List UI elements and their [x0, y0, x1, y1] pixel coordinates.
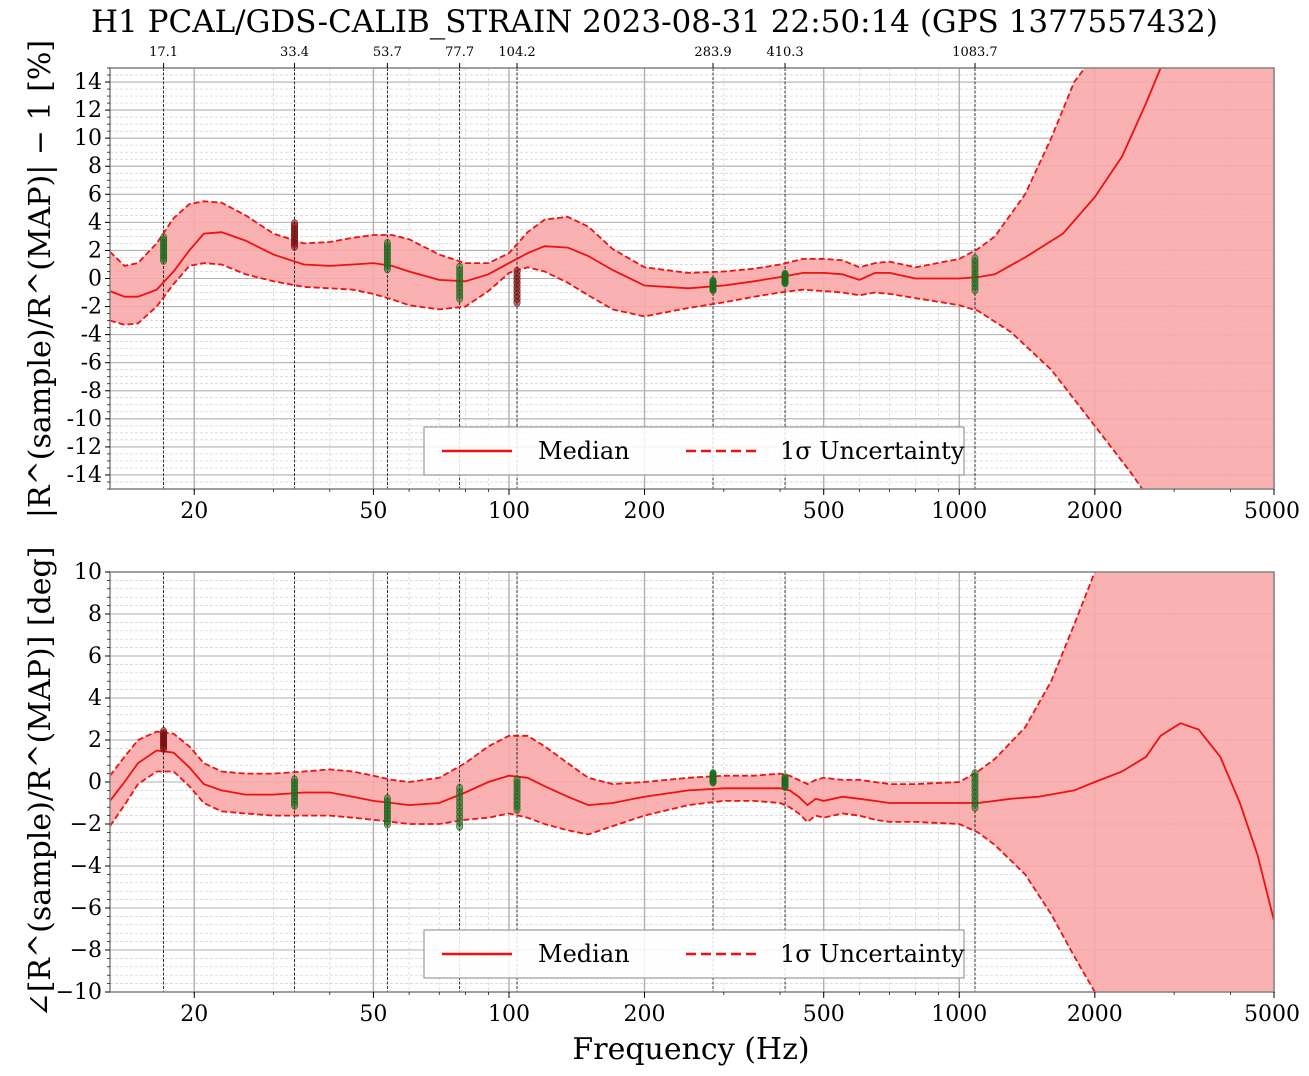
legend-median-label: Median — [538, 437, 630, 465]
y-tick-label: 2 — [88, 238, 102, 263]
y-tick-label: 4 — [88, 210, 102, 235]
legend-uncertainty-label: 1σ Uncertainty — [780, 940, 965, 968]
legend: Median 1σ Uncertainty — [423, 929, 965, 979]
y-tick-label: 8 — [88, 602, 102, 627]
y-tick-label: 0 — [88, 770, 102, 795]
y-tick-label: 6 — [88, 644, 102, 669]
measurement-point — [291, 219, 299, 229]
calibration-frequency-label: 283.9 — [694, 45, 731, 60]
uncertainty-upper-line — [110, 68, 1086, 274]
x-tick-label: 50 — [359, 499, 387, 524]
y-tick-label: 4 — [88, 686, 102, 711]
x-axis-label: Frequency (Hz) — [572, 1032, 809, 1067]
x-tick-label: 100 — [488, 499, 530, 524]
calibration-frequency-label: 104.2 — [498, 45, 535, 60]
legend-uncertainty-label: 1σ Uncertainty — [780, 437, 965, 465]
y-tick-label: 8 — [88, 154, 102, 179]
measurement-point — [383, 238, 391, 248]
measurement-point — [971, 254, 979, 264]
y-tick-label: -2 — [81, 295, 102, 320]
x-tick-label: 200 — [624, 1002, 666, 1027]
legend: Median 1σ Uncertainty — [423, 426, 965, 476]
median-line — [110, 68, 1162, 298]
measurement-point — [513, 775, 521, 785]
measurement-point — [781, 269, 789, 279]
y-tick-label: −6 — [70, 896, 102, 921]
y-tick-label: 14 — [74, 70, 102, 95]
measurement-point — [709, 276, 717, 286]
x-tick-label: 200 — [624, 499, 666, 524]
x-tick-label: 1000 — [931, 1002, 987, 1027]
uncertainty-band — [110, 572, 1274, 992]
y-tick-label: 12 — [74, 98, 102, 123]
y-tick-label: 6 — [88, 182, 102, 207]
measurement-point — [383, 794, 391, 804]
y-tick-label: 10 — [74, 126, 102, 151]
calibration-frequency-label: 77.7 — [445, 45, 474, 60]
measurement-point — [291, 775, 299, 785]
y-tick-label: −10 — [56, 980, 102, 1005]
x-tick-label: 2000 — [1067, 499, 1123, 524]
magnitude-y-axis-label: |R^(sample)/R^(MAP)| − 1 [%] — [23, 40, 58, 518]
uncertainty-lower-line — [110, 770, 1096, 992]
y-tick-label: 10 — [74, 560, 102, 585]
chart-title: H1 PCAL/GDS-CALIB_STRAIN 2023-08-31 22:5… — [91, 4, 1218, 40]
uncertainty-band — [110, 68, 1274, 489]
x-tick-label: 50 — [359, 1002, 387, 1027]
calibration-frequency-label: 17.1 — [149, 45, 178, 60]
y-tick-label: -14 — [67, 463, 102, 488]
y-tick-label: 0 — [88, 267, 102, 292]
legend-median-label: Median — [538, 940, 630, 968]
x-tick-label: 100 — [488, 1002, 530, 1027]
y-tick-label: 2 — [88, 728, 102, 753]
measurement-point — [781, 773, 789, 783]
measurement-point — [160, 233, 168, 243]
calibration-frequency-label: 53.7 — [373, 45, 402, 60]
magnitude-panel: -14 -12 -10 -8 -6 -4 -2 0 2 4 6 8 10 12 14 20 50 100 200 50… — [67, 45, 1300, 524]
measurement-point — [456, 262, 464, 272]
x-tick-label: 500 — [803, 499, 845, 524]
calibration-frequency-label: 33.4 — [280, 45, 309, 60]
x-tick-label: 20 — [180, 1002, 208, 1027]
x-tick-label: 20 — [180, 499, 208, 524]
measurement-point — [971, 769, 979, 779]
y-tick-label: -8 — [81, 379, 102, 404]
x-tick-label: 5000 — [1244, 499, 1300, 524]
y-tick-label: -4 — [81, 323, 102, 348]
calibration-frequency-label: 1083.7 — [952, 45, 998, 60]
y-tick-label: −8 — [70, 938, 102, 963]
y-tick-label: -6 — [81, 351, 102, 376]
median-line — [110, 722, 1274, 921]
y-tick-label: −2 — [70, 812, 102, 837]
y-tick-label: -12 — [67, 435, 102, 460]
calibration-frequency-label: 410.3 — [766, 45, 803, 60]
measurement-point — [456, 783, 464, 793]
x-tick-label: 2000 — [1067, 1002, 1123, 1027]
y-tick-label: −4 — [70, 854, 102, 879]
plot-content — [110, 68, 1274, 489]
x-tick-label: 5000 — [1244, 1002, 1300, 1027]
measurement-point — [709, 769, 717, 779]
plot-content — [110, 572, 1274, 992]
x-tick-label: 500 — [803, 1002, 845, 1027]
measurement-point — [513, 266, 521, 276]
phase-panel: −10 −8 −6 −4 −2 0 2 4 6 8 10 20 50 100 200 500 1000 2000 5… — [56, 560, 1300, 1027]
y-tick-label: -10 — [67, 407, 102, 432]
phase-y-axis-label: ∠[R^(sample)/R^(MAP)] [deg] — [23, 547, 58, 1018]
measurement-point — [160, 727, 168, 737]
x-tick-label: 1000 — [931, 499, 987, 524]
